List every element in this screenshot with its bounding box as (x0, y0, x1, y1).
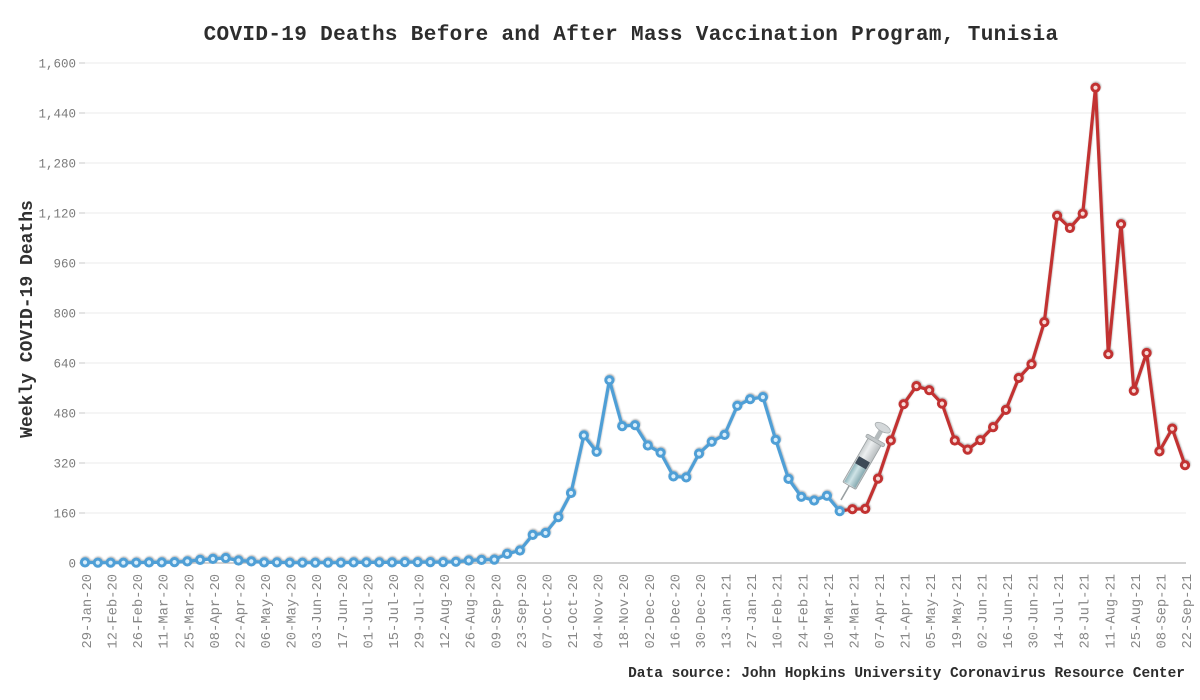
svg-text:16-Dec-20: 16-Dec-20 (669, 574, 684, 649)
svg-text:13-Jan-21: 13-Jan-21 (721, 574, 736, 649)
svg-text:26-Aug-20: 26-Aug-20 (465, 574, 480, 649)
svg-text:20-May-20: 20-May-20 (286, 574, 301, 649)
svg-text:06-May-20: 06-May-20 (260, 574, 275, 649)
svg-text:04-Nov-20: 04-Nov-20 (593, 574, 608, 649)
svg-text:960: 960 (53, 258, 76, 272)
svg-text:1,600: 1,600 (38, 58, 76, 72)
svg-text:Data source: John Hopkins Univ: Data source: John Hopkins University Cor… (628, 666, 1185, 682)
svg-text:19-May-21: 19-May-21 (951, 574, 966, 649)
svg-text:01-Jul-20: 01-Jul-20 (361, 574, 377, 649)
svg-text:Weekly COVID-19 Deaths: Weekly COVID-19 Deaths (18, 200, 38, 438)
svg-text:02-Dec-20: 02-Dec-20 (644, 574, 659, 649)
svg-text:07-Apr-21: 07-Apr-21 (874, 574, 889, 649)
svg-text:12-Aug-20: 12-Aug-20 (439, 574, 454, 649)
svg-text:28-Jul-21: 28-Jul-21 (1078, 574, 1094, 649)
svg-text:320: 320 (53, 458, 76, 472)
svg-text:1,440: 1,440 (38, 108, 76, 122)
svg-text:0: 0 (68, 558, 76, 572)
svg-text:17-Jun-20: 17-Jun-20 (337, 574, 352, 649)
svg-text:22-Sep-21: 22-Sep-21 (1181, 574, 1196, 649)
svg-text:160: 160 (53, 508, 76, 522)
svg-text:25-Aug-21: 25-Aug-21 (1130, 574, 1145, 649)
svg-text:24-Mar-21: 24-Mar-21 (848, 574, 863, 649)
svg-text:18-Nov-20: 18-Nov-20 (618, 574, 633, 649)
svg-text:30-Dec-20: 30-Dec-20 (695, 574, 710, 649)
svg-text:22-Apr-20: 22-Apr-20 (235, 574, 250, 649)
svg-text:29-Jan-20: 29-Jan-20 (81, 574, 96, 649)
svg-text:08-Sep-21: 08-Sep-21 (1155, 574, 1170, 649)
svg-text:24-Feb-21: 24-Feb-21 (796, 574, 812, 649)
svg-text:11-Aug-21: 11-Aug-21 (1104, 574, 1119, 649)
svg-text:26-Feb-20: 26-Feb-20 (131, 574, 147, 649)
svg-text:09-Sep-20: 09-Sep-20 (490, 574, 505, 649)
svg-text:640: 640 (53, 358, 76, 372)
svg-text:30-Jun-21: 30-Jun-21 (1028, 574, 1043, 649)
svg-text:15-Jul-20: 15-Jul-20 (387, 574, 403, 649)
svg-text:14-Jul-21: 14-Jul-21 (1052, 574, 1068, 649)
svg-text:16-Jun-21: 16-Jun-21 (1002, 574, 1017, 649)
svg-text:27-Jan-21: 27-Jan-21 (746, 574, 761, 649)
svg-text:03-Jun-20: 03-Jun-20 (311, 574, 326, 649)
svg-text:1,280: 1,280 (38, 158, 76, 172)
svg-text:07-Oct-20: 07-Oct-20 (542, 574, 557, 649)
svg-text:480: 480 (53, 408, 76, 422)
svg-text:05-May-21: 05-May-21 (925, 574, 940, 649)
svg-text:21-Apr-21: 21-Apr-21 (900, 574, 915, 649)
svg-text:1,120: 1,120 (38, 208, 76, 222)
svg-text:800: 800 (53, 308, 76, 322)
svg-text:29-Jul-20: 29-Jul-20 (413, 574, 429, 649)
svg-text:02-Jun-21: 02-Jun-21 (976, 574, 991, 649)
svg-text:23-Sep-20: 23-Sep-20 (516, 574, 531, 649)
svg-text:21-Oct-20: 21-Oct-20 (567, 574, 582, 649)
svg-text:08-Apr-20: 08-Apr-20 (209, 574, 224, 649)
svg-text:11-Mar-20: 11-Mar-20 (158, 574, 173, 649)
svg-text:10-Feb-21: 10-Feb-21 (771, 574, 787, 649)
svg-text:25-Mar-20: 25-Mar-20 (183, 574, 198, 649)
svg-text:12-Feb-20: 12-Feb-20 (106, 574, 122, 649)
svg-text:COVID-19 Deaths Before and Aft: COVID-19 Deaths Before and After Mass Va… (204, 24, 1059, 47)
svg-text:10-Mar-21: 10-Mar-21 (823, 574, 838, 649)
